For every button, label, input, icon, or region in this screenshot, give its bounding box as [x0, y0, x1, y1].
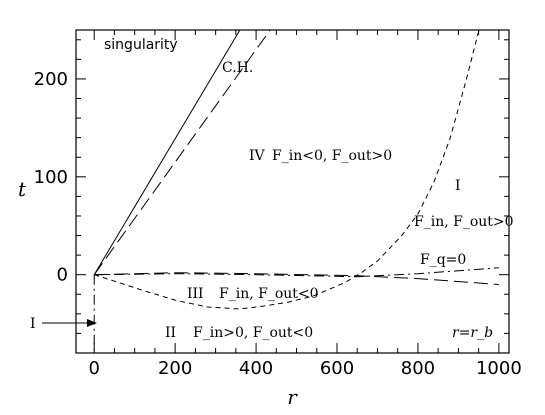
- axis-ticks: [76, 30, 509, 354]
- y-tick-label: 0: [57, 265, 68, 286]
- x-tick-label: 800: [401, 358, 435, 379]
- tick-labels: 0 200 400 600 800 1000 0 100 200: [34, 69, 522, 379]
- cauchy-horizon-label: C.H.: [222, 60, 253, 76]
- region-ii-annotation: II F_in>0, F_out<0: [165, 325, 313, 341]
- y-axis-title: t: [18, 177, 27, 201]
- region-i-condition: F_in, F_out>0: [414, 214, 514, 230]
- arrow-label: I: [30, 316, 36, 332]
- y-tick-label: 200: [34, 69, 68, 90]
- curve-singularity: [93, 30, 241, 275]
- boundary-radius-label: r=r_b: [452, 325, 493, 341]
- region-iii-condition: F_in, F_out<0: [219, 286, 319, 302]
- region-iv-annotation: IV F_in<0, F_out>0: [249, 148, 392, 164]
- curve-c-h-: [93, 30, 271, 275]
- region-i-arrow: I: [30, 316, 97, 332]
- singularity-label: singularity: [104, 37, 178, 53]
- plot-frame: [75, 29, 510, 354]
- x-tick-label: 0: [88, 358, 99, 379]
- region-ii-condition: F_in>0, F_out<0: [193, 325, 313, 341]
- x-tick-label: 400: [239, 358, 273, 379]
- curve-f-q-0: [94, 267, 499, 278]
- region-iv-condition: F_in<0, F_out>0: [272, 148, 392, 164]
- region-i-label: I: [455, 178, 461, 194]
- region-iii-annotation: III F_in, F_out<0: [187, 286, 319, 302]
- region-iii-label: III: [187, 286, 204, 302]
- x-axis-title: r: [287, 385, 298, 409]
- fq-zero-label: F_q=0: [420, 252, 466, 268]
- x-tick-label: 1000: [476, 358, 522, 379]
- region-iv-label: IV: [249, 148, 266, 164]
- curve-series-2: [94, 30, 480, 310]
- curves: [93, 30, 499, 353]
- curve-series-4: [94, 272, 499, 285]
- region-ii-label: II: [165, 325, 176, 341]
- x-tick-label: 600: [320, 358, 354, 379]
- y-tick-label: 100: [34, 167, 68, 188]
- x-tick-label: 200: [158, 358, 192, 379]
